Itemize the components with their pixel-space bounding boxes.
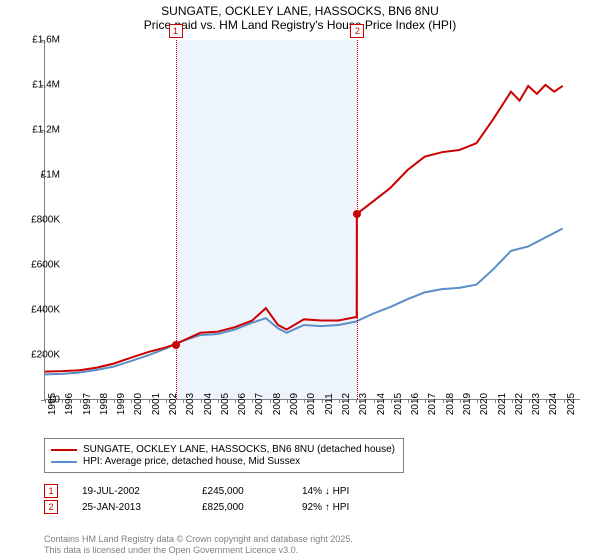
sale-delta: 14% ↓ HPI <box>302 486 422 497</box>
sales-row: 2 25-JAN-2013£825,00092% ↑ HPI <box>44 500 422 514</box>
x-tick <box>80 399 81 403</box>
x-tick <box>529 399 530 403</box>
x-tick <box>460 399 461 403</box>
legend-label-property: SUNGATE, OCKLEY LANE, HASSOCKS, BN6 8NU … <box>83 444 395 455</box>
sale-price: £245,000 <box>202 486 302 497</box>
x-tick <box>218 399 219 403</box>
x-tick <box>166 399 167 403</box>
legend-swatch-hpi <box>51 461 77 463</box>
sale-price: £825,000 <box>202 502 302 513</box>
sale-number-box: 2 <box>44 500 58 514</box>
x-tick <box>443 399 444 403</box>
sale-date: 25-JAN-2013 <box>82 502 202 513</box>
chart-title-line1: SUNGATE, OCKLEY LANE, HASSOCKS, BN6 8NU <box>0 4 600 18</box>
x-tick <box>149 399 150 403</box>
chart-svg <box>45 40 580 399</box>
footer-line1: Contains HM Land Registry data © Crown c… <box>44 534 353 545</box>
sales-row: 1 19-JUL-2002£245,00014% ↓ HPI <box>44 484 422 498</box>
chart-title-line2: Price paid vs. HM Land Registry's House … <box>0 18 600 32</box>
sale-delta: 92% ↑ HPI <box>302 502 422 513</box>
x-tick <box>114 399 115 403</box>
x-tick <box>201 399 202 403</box>
property-line <box>45 85 563 372</box>
x-tick <box>495 399 496 403</box>
sale-date: 19-JUL-2002 <box>82 486 202 497</box>
price-chart: 12 <box>44 40 580 400</box>
x-tick <box>287 399 288 403</box>
annotation-marker: 2 <box>350 24 364 38</box>
legend-swatch-property <box>51 449 77 451</box>
sale-marker-dot <box>172 341 180 349</box>
annotation-marker: 1 <box>169 24 183 38</box>
attribution-footer: Contains HM Land Registry data © Crown c… <box>44 534 353 556</box>
hpi-line <box>45 228 563 374</box>
legend-row-property: SUNGATE, OCKLEY LANE, HASSOCKS, BN6 8NU … <box>51 444 395 455</box>
footer-line2: This data is licensed under the Open Gov… <box>44 545 353 556</box>
x-tick <box>97 399 98 403</box>
annotation-line <box>357 40 358 399</box>
x-tick <box>512 399 513 403</box>
x-tick <box>322 399 323 403</box>
sale-marker-dot <box>353 210 361 218</box>
chart-legend: SUNGATE, OCKLEY LANE, HASSOCKS, BN6 8NU … <box>44 438 404 473</box>
x-tick <box>391 399 392 403</box>
x-tick <box>374 399 375 403</box>
sale-number-box: 1 <box>44 484 58 498</box>
legend-label-hpi: HPI: Average price, detached house, Mid … <box>83 456 300 467</box>
legend-row-hpi: HPI: Average price, detached house, Mid … <box>51 456 395 467</box>
x-tick <box>408 399 409 403</box>
x-tick <box>564 399 565 403</box>
x-tick <box>270 399 271 403</box>
x-tick <box>339 399 340 403</box>
sales-table: 1 19-JUL-2002£245,00014% ↓ HPI 2 25-JAN-201… <box>44 482 422 516</box>
